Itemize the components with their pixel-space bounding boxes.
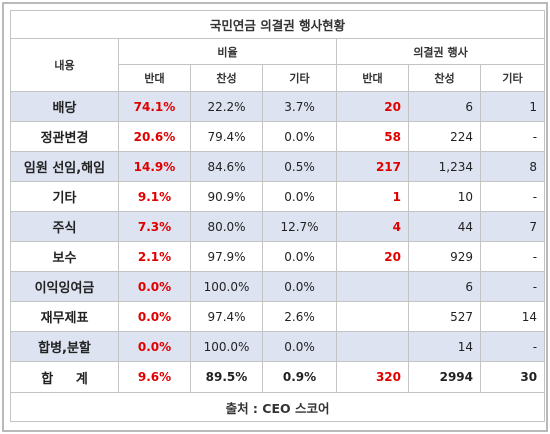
count-against: 1 bbox=[336, 181, 409, 212]
total-label: 합 계 bbox=[10, 361, 119, 393]
count-for: 527 bbox=[408, 301, 481, 332]
count-other: - bbox=[479, 181, 546, 212]
ratio-for: 97.9% bbox=[190, 241, 263, 272]
total-ratio-for: 89.5% bbox=[190, 361, 263, 393]
row-label: 임원 선임,해임 bbox=[10, 151, 119, 182]
ratio-other: 12.7% bbox=[262, 211, 337, 242]
table-row: 보수 2.1% 97.9% 0.0% 20 929 - bbox=[10, 241, 546, 272]
row-label: 배당 bbox=[10, 91, 119, 122]
count-against: 217 bbox=[336, 151, 409, 182]
count-other: 1 bbox=[479, 91, 546, 122]
count-against bbox=[336, 331, 409, 362]
header-item: 내용 bbox=[10, 38, 119, 92]
ratio-against: 2.1% bbox=[118, 241, 191, 272]
row-label: 보수 bbox=[10, 241, 119, 272]
ratio-against: 7.3% bbox=[118, 211, 191, 242]
ratio-other: 0.0% bbox=[262, 331, 337, 362]
count-other: 14 bbox=[479, 301, 546, 332]
count-against bbox=[336, 301, 409, 332]
row-label: 주식 bbox=[10, 211, 119, 242]
row-label: 이익잉여금 bbox=[10, 271, 119, 302]
count-for: 14 bbox=[408, 331, 481, 362]
count-other: - bbox=[479, 331, 546, 362]
total-count-for: 2994 bbox=[408, 361, 481, 393]
row-label: 재무제표 bbox=[10, 301, 119, 332]
ratio-for: 80.0% bbox=[190, 211, 263, 242]
count-for: 929 bbox=[408, 241, 481, 272]
table-row: 주식 7.3% 80.0% 12.7% 4 44 7 bbox=[10, 211, 546, 242]
row-label: 합병,분할 bbox=[10, 331, 119, 362]
header-count-other: 기타 bbox=[479, 64, 546, 92]
count-for: 10 bbox=[408, 181, 481, 212]
ratio-for: 100.0% bbox=[190, 271, 263, 302]
ratio-for: 90.9% bbox=[190, 181, 263, 212]
ratio-other: 2.6% bbox=[262, 301, 337, 332]
count-for: 224 bbox=[408, 121, 481, 152]
ratio-for: 79.4% bbox=[190, 121, 263, 152]
header-ratio-against: 반대 bbox=[118, 64, 191, 92]
ratio-against: 20.6% bbox=[118, 121, 191, 152]
total-label-a: 합 bbox=[41, 371, 54, 387]
table-row: 합병,분할 0.0% 100.0% 0.0% 14 - bbox=[10, 331, 546, 362]
header-count-for: 찬성 bbox=[408, 64, 481, 92]
count-other: - bbox=[479, 121, 546, 152]
table-row: 기타 9.1% 90.9% 0.0% 1 10 - bbox=[10, 181, 546, 212]
table-row: 이익잉여금 0.0% 100.0% 0.0% 6 - bbox=[10, 271, 546, 302]
source-note: 출처 : CEO 스코어 bbox=[9, 392, 546, 422]
ratio-for: 84.6% bbox=[190, 151, 263, 182]
ratio-other: 0.5% bbox=[262, 151, 337, 182]
ratio-against: 14.9% bbox=[118, 151, 191, 182]
count-other: - bbox=[479, 241, 546, 272]
count-other: - bbox=[479, 271, 546, 302]
header-count-against: 반대 bbox=[336, 64, 409, 92]
table-row: 배당 74.1% 22.2% 3.7% 20 6 1 bbox=[10, 91, 546, 122]
table-row: 임원 선임,해임 14.9% 84.6% 0.5% 217 1,234 8 bbox=[10, 151, 546, 182]
table-row: 재무제표 0.0% 97.4% 2.6% 527 14 bbox=[10, 301, 546, 332]
count-for: 44 bbox=[408, 211, 481, 242]
total-ratio-against: 9.6% bbox=[118, 361, 191, 393]
ratio-other: 0.0% bbox=[262, 241, 337, 272]
table-row: 정관변경 20.6% 79.4% 0.0% 58 224 - bbox=[10, 121, 546, 152]
count-other: 8 bbox=[479, 151, 546, 182]
row-label: 정관변경 bbox=[10, 121, 119, 152]
ratio-other: 0.0% bbox=[262, 181, 337, 212]
ratio-against: 74.1% bbox=[118, 91, 191, 122]
count-against: 4 bbox=[336, 211, 409, 242]
header-ratio-other: 기타 bbox=[262, 64, 337, 92]
count-against: 20 bbox=[336, 91, 409, 122]
ratio-for: 22.2% bbox=[190, 91, 263, 122]
table-title: 국민연금 의결권 행사현황 bbox=[9, 10, 546, 39]
total-ratio-other: 0.9% bbox=[262, 361, 337, 393]
ratio-for: 100.0% bbox=[190, 331, 263, 362]
total-label-b: 계 bbox=[75, 371, 88, 387]
voting-rights-table: 국민연금 의결권 행사현황 내용 비율 의결권 행사 반대 찬성 기타 반대 찬… bbox=[9, 10, 546, 422]
row-label: 기타 bbox=[10, 181, 119, 212]
total-row: 합 계 9.6% 89.5% 0.9% 320 2994 30 bbox=[10, 361, 546, 393]
header-exercise-group: 의결권 행사 bbox=[335, 38, 546, 65]
ratio-against: 0.0% bbox=[118, 331, 191, 362]
ratio-other: 0.0% bbox=[262, 121, 337, 152]
count-against: 20 bbox=[336, 241, 409, 272]
count-for: 6 bbox=[408, 271, 481, 302]
ratio-against: 9.1% bbox=[118, 181, 191, 212]
count-against: 58 bbox=[336, 121, 409, 152]
total-count-against: 320 bbox=[336, 361, 409, 393]
ratio-other: 3.7% bbox=[262, 91, 337, 122]
ratio-against: 0.0% bbox=[118, 271, 191, 302]
ratio-other: 0.0% bbox=[262, 271, 337, 302]
count-for: 1,234 bbox=[408, 151, 481, 182]
count-for: 6 bbox=[408, 91, 481, 122]
count-other: 7 bbox=[479, 211, 546, 242]
count-against bbox=[336, 271, 409, 302]
header-ratio-for: 찬성 bbox=[190, 64, 263, 92]
total-count-other: 30 bbox=[479, 361, 546, 393]
ratio-against: 0.0% bbox=[118, 301, 191, 332]
ratio-for: 97.4% bbox=[190, 301, 263, 332]
header-ratio-group: 비율 bbox=[118, 38, 337, 65]
